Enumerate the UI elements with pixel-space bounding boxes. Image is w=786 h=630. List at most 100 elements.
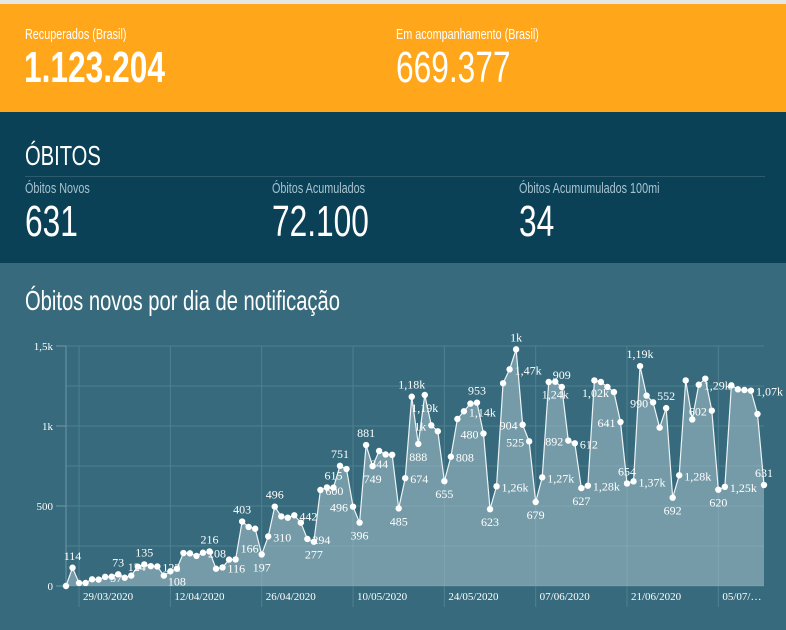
chart-section: Óbitos novos por dia de notificação 29/0…	[0, 263, 786, 630]
data-point	[101, 573, 109, 581]
data-label: 1k	[510, 330, 522, 344]
data-label: 442	[299, 509, 317, 523]
data-point	[473, 399, 481, 406]
data-label: 1,24k	[542, 388, 569, 402]
data-point	[441, 478, 448, 485]
data-point	[623, 480, 631, 487]
data-point	[114, 571, 122, 578]
data-point	[734, 386, 742, 393]
data-point	[388, 451, 396, 458]
data-point	[180, 549, 187, 557]
data-label: 749	[364, 472, 382, 486]
series-area	[66, 349, 764, 586]
data-point	[336, 462, 344, 470]
y-tick-label: 500	[37, 501, 54, 513]
data-label: 135	[135, 545, 153, 559]
y-tick-label: 0	[48, 581, 54, 593]
data-point	[428, 422, 435, 429]
data-label: 166	[241, 541, 259, 555]
x-tick-label: 26/04/2020	[266, 591, 317, 603]
data-point	[297, 519, 305, 526]
data-point	[382, 451, 389, 458]
data-point	[88, 576, 96, 583]
data-point	[284, 514, 291, 521]
data-point	[212, 565, 220, 572]
y-tick-label: 1,5k	[34, 341, 54, 353]
data-label: 641	[597, 416, 615, 430]
data-point	[649, 399, 657, 406]
data-label: 674	[410, 472, 428, 486]
data-label: 1,07k	[756, 385, 783, 399]
data-label: 480	[460, 428, 478, 442]
data-label: 844	[370, 457, 388, 471]
data-label: 1,25k	[730, 481, 757, 495]
deaths-panel: ÓBITOS Óbitos Novos 631 Óbitos Acumulado…	[0, 112, 786, 263]
data-label: 953	[468, 384, 486, 398]
data-point	[108, 573, 115, 580]
data-point	[506, 366, 513, 373]
data-point	[232, 556, 239, 563]
data-point	[304, 535, 311, 543]
data-label: 602	[689, 405, 707, 419]
data-label: 615	[324, 469, 342, 483]
data-point	[460, 408, 468, 415]
data-point	[349, 503, 357, 510]
x-tick-label: 24/05/2020	[448, 591, 499, 603]
deaths-per-100mi-value: 34	[519, 197, 555, 246]
data-point	[754, 410, 761, 418]
data-point	[532, 498, 539, 506]
data-label: 485	[390, 514, 408, 528]
data-point	[434, 428, 442, 435]
data-label: 552	[657, 389, 675, 403]
data-label: 108	[168, 575, 186, 589]
data-label: 216	[201, 532, 219, 546]
data-label: 1,19k	[627, 347, 654, 361]
data-point	[493, 483, 500, 490]
x-tick-label: 29/03/2020	[83, 591, 134, 603]
data-point	[291, 512, 298, 519]
data-point	[519, 421, 526, 428]
y-tick-label: 1k	[42, 421, 54, 433]
data-label: 73	[112, 555, 124, 569]
data-label: 904	[500, 419, 518, 433]
x-tick-label: 12/04/2020	[174, 591, 225, 603]
data-point	[702, 375, 709, 382]
data-label: 122	[162, 560, 180, 574]
data-label: 197	[253, 560, 271, 574]
monitoring-label: Em acompanhamento (Brasil)	[396, 26, 539, 43]
data-label: 1,28k	[593, 480, 620, 494]
data-point	[597, 378, 605, 386]
data-label: 1,02k	[582, 386, 609, 400]
data-label: 114	[64, 549, 82, 563]
data-label: 1,37k	[639, 475, 666, 489]
data-point	[604, 383, 611, 391]
recovered-label: Recuperados (Brasil)	[25, 26, 127, 43]
data-point	[656, 424, 663, 431]
data-label: 1,18k	[398, 378, 425, 392]
data-point	[245, 523, 252, 531]
data-point	[278, 513, 285, 520]
data-point	[238, 518, 246, 525]
data-point	[617, 418, 624, 426]
data-label: 310	[273, 530, 291, 544]
data-point	[558, 383, 565, 391]
data-label: 1,28k	[684, 469, 711, 483]
data-point	[760, 481, 768, 489]
data-point	[525, 438, 533, 445]
data-point	[552, 378, 559, 385]
data-label: 496	[266, 488, 284, 502]
data-point	[225, 556, 233, 563]
data-point	[356, 519, 363, 526]
recovered-value: 1.123.204	[24, 43, 165, 92]
data-point	[447, 453, 455, 460]
data-point	[662, 404, 670, 412]
data-point	[141, 561, 148, 568]
data-label: 208	[208, 547, 226, 561]
data-point	[173, 565, 181, 572]
data-point	[69, 564, 76, 571]
data-point	[545, 378, 552, 386]
data-point	[395, 505, 402, 512]
data-point	[689, 416, 696, 423]
data-label: 888	[409, 450, 427, 464]
data-label: 655	[435, 487, 453, 501]
